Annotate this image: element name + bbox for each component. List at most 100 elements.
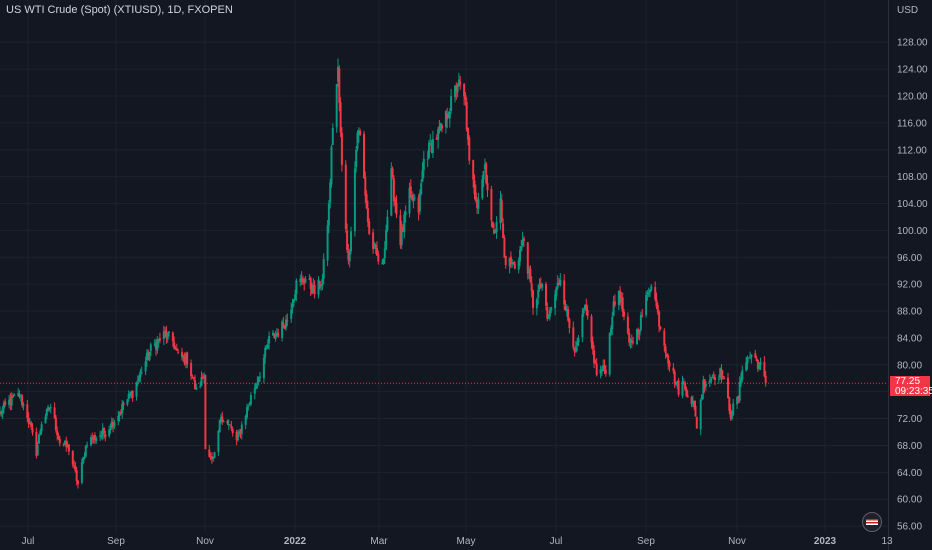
candle-body [485, 163, 488, 184]
x-tick-label: Mar [370, 536, 388, 547]
y-tick-label: 104.00 [897, 199, 928, 210]
candle-body [248, 403, 251, 405]
candle-body [30, 422, 33, 428]
y-tick-label: 100.00 [897, 226, 928, 237]
candle-body [659, 326, 662, 330]
candle-body [181, 352, 183, 358]
candle-body [194, 380, 196, 390]
candle-body [266, 344, 269, 349]
candle-body [100, 434, 103, 437]
candle-body [676, 381, 679, 384]
candle-body [317, 279, 320, 295]
candle-body [568, 318, 571, 328]
candle-body [148, 352, 151, 361]
candle-body [431, 139, 434, 154]
candle-body [226, 420, 229, 424]
candle-body [377, 254, 380, 262]
candle-body [39, 430, 42, 436]
candle-body [35, 431, 38, 457]
candle-body [422, 158, 425, 170]
candle-body [49, 407, 52, 409]
candle-body [468, 137, 471, 161]
candle-body [212, 456, 215, 460]
candle-body [755, 358, 758, 362]
candle-body [603, 365, 606, 370]
candle-body [320, 285, 323, 287]
candle-body [750, 354, 753, 358]
candle-body [231, 429, 234, 434]
candle-body [650, 285, 653, 291]
candle-body [82, 457, 85, 464]
candle-body [390, 168, 393, 216]
candle-body [730, 413, 733, 419]
candle-body [338, 68, 341, 103]
last-price-value: 77.25 [895, 376, 921, 387]
us-flag-icon[interactable] [862, 512, 882, 532]
candle-body [392, 178, 395, 202]
candle-body [737, 396, 740, 400]
candle-body [177, 351, 180, 353]
candle-body [426, 158, 429, 160]
candle-body [381, 263, 384, 265]
candle-body [227, 424, 230, 426]
candle-body [612, 301, 615, 316]
candle-body [376, 247, 378, 256]
candle-body [754, 353, 757, 358]
candle-body [27, 417, 30, 424]
candle-body [156, 340, 159, 351]
candle-body [658, 311, 661, 327]
candle-body [519, 249, 521, 262]
candle-body [732, 403, 735, 415]
candle-body [286, 320, 289, 322]
candle-body [58, 438, 61, 444]
candle-body [1, 408, 4, 415]
candle-body [400, 228, 403, 246]
candle-body [122, 402, 125, 406]
candle-body [559, 280, 562, 286]
candle-body [420, 183, 423, 195]
candle-body [26, 404, 29, 419]
candle-body [285, 319, 287, 328]
candle-body [204, 375, 207, 450]
x-tick-label: Jul [550, 536, 563, 547]
candle-body [712, 375, 715, 377]
x-tick-label: Jul [22, 536, 35, 547]
candle-body [8, 399, 11, 405]
candle-body [446, 113, 449, 120]
candle-body [582, 310, 585, 314]
candle-body [490, 188, 493, 221]
candle-body [382, 258, 385, 264]
candle-body [719, 368, 722, 379]
candle-body [681, 381, 684, 396]
candle-body [118, 412, 121, 416]
candle-body [586, 310, 589, 317]
time-axis[interactable]: Jul Sep Nov 2022 Mar May Jul Sep Nov 2023 13 [22, 536, 893, 547]
candle-body [511, 262, 514, 265]
candle-body [99, 435, 102, 437]
candle-body [346, 230, 349, 251]
candle-body [339, 102, 342, 133]
candle-body [522, 238, 525, 241]
candle-body [331, 127, 334, 146]
x-tick-label: 13 [881, 536, 893, 547]
candle-body [353, 168, 356, 232]
last-price-tag: 77.25 09:23:35 [890, 376, 932, 397]
y-tick-label: 56.00 [897, 522, 922, 533]
candle-body [690, 397, 693, 404]
candle-body [92, 435, 95, 440]
candle-body [591, 341, 594, 350]
candle-body [646, 292, 649, 294]
candle-body [304, 279, 307, 283]
candle-body [491, 221, 494, 228]
candle-body [402, 227, 404, 231]
candle-body [203, 375, 206, 379]
candle-body [256, 382, 259, 384]
symbol-title[interactable]: US WTI Crude (Spot) (XTIUSD), 1D, FXOPEN [6, 4, 233, 16]
candle-body [322, 258, 325, 280]
candle-body [62, 444, 65, 446]
candle-body [127, 393, 130, 399]
candle-body [18, 394, 21, 397]
candle-body [413, 197, 416, 199]
candle-body [210, 456, 213, 460]
